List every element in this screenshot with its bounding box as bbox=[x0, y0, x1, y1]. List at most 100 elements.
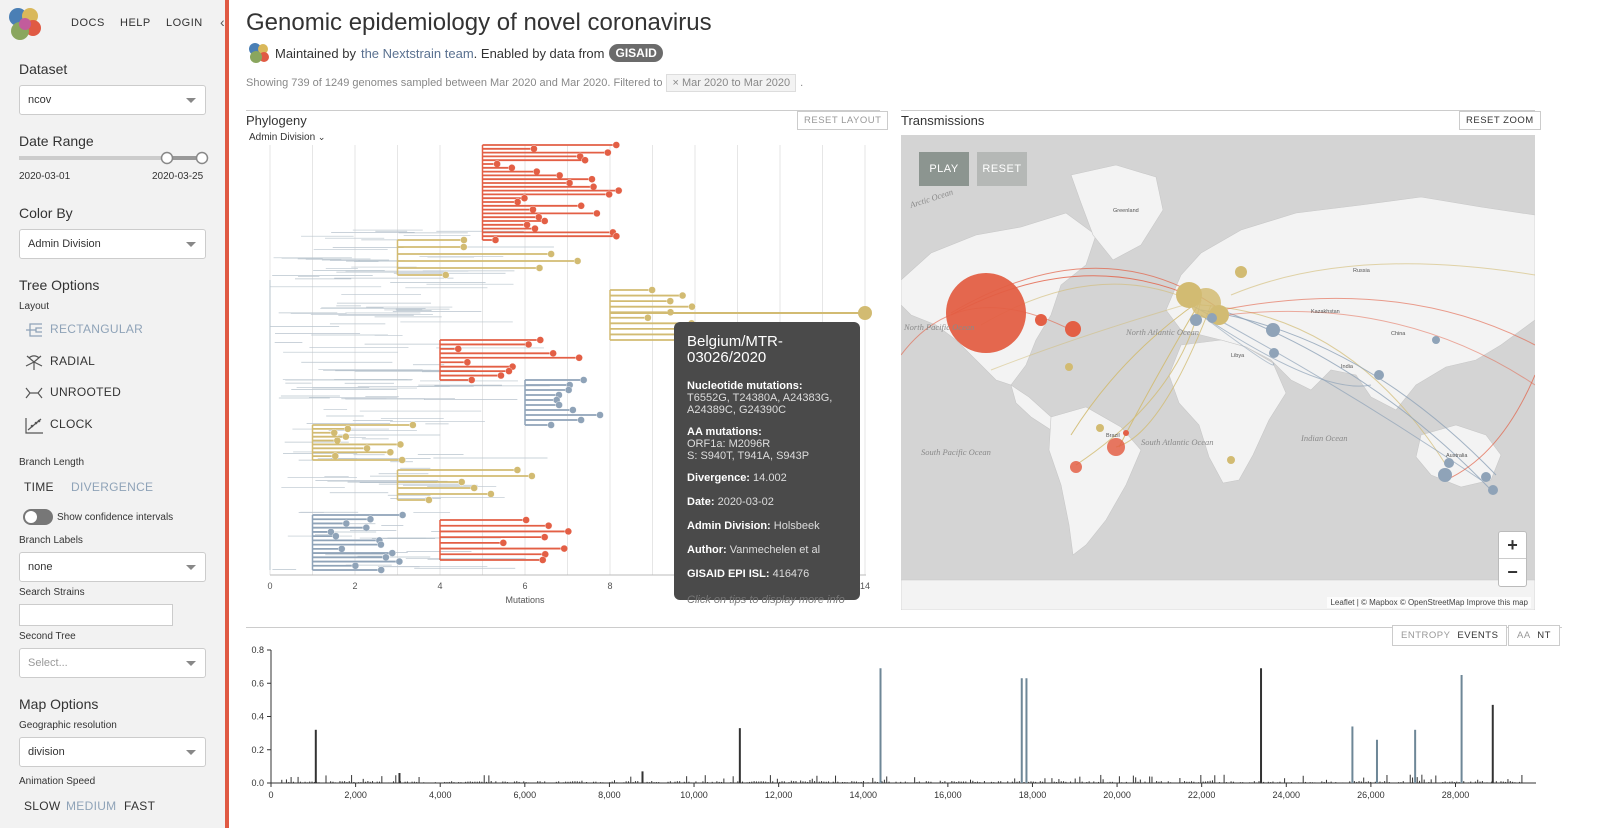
tip[interactable] bbox=[377, 540, 385, 549]
tip[interactable] bbox=[338, 545, 346, 553]
tip[interactable] bbox=[612, 232, 621, 240]
tip[interactable] bbox=[593, 209, 601, 218]
nav-help-link[interactable]: HELP bbox=[120, 17, 151, 29]
reset-animation-button[interactable]: RESET bbox=[977, 152, 1027, 186]
layout-rectangular-button[interactable]: RECTANGULAR bbox=[24, 321, 143, 339]
tip[interactable] bbox=[688, 302, 696, 311]
tip[interactable] bbox=[533, 167, 541, 176]
tip[interactable] bbox=[589, 183, 598, 191]
tip[interactable] bbox=[409, 421, 417, 429]
phylogeny-tree[interactable]: 0 2 4 6 8 14 Mutations bbox=[246, 140, 880, 610]
tip[interactable] bbox=[513, 198, 522, 206]
tip[interactable] bbox=[497, 371, 505, 380]
collapse-sidebar-icon[interactable]: ‹ bbox=[220, 14, 225, 30]
tip[interactable] bbox=[460, 243, 468, 251]
second-tree-select[interactable]: Select... bbox=[19, 648, 206, 678]
tip[interactable] bbox=[468, 376, 476, 384]
tip[interactable] bbox=[555, 171, 564, 180]
remove-filter-icon[interactable]: × bbox=[672, 77, 679, 89]
tip[interactable] bbox=[520, 194, 529, 202]
speed-slow-button[interactable]: SLOW bbox=[24, 799, 61, 813]
gisaid-logo[interactable]: GISAID bbox=[609, 44, 663, 62]
events-tab[interactable]: EVENTS bbox=[1457, 630, 1499, 641]
branch-length-divergence-button[interactable]: DIVERGENCE bbox=[71, 480, 154, 494]
tip[interactable] bbox=[547, 421, 555, 429]
tip[interactable] bbox=[560, 544, 568, 553]
tip[interactable] bbox=[555, 401, 563, 409]
aa-tab[interactable]: AA bbox=[1517, 630, 1531, 641]
tip[interactable] bbox=[458, 478, 466, 486]
entropy-chart[interactable]: 0.8 0.6 0.4 0.2 0.0 0 2,000 4,000 6,000 8,000 10,0… bbox=[246, 640, 1562, 826]
tip[interactable] bbox=[377, 566, 385, 574]
tip[interactable] bbox=[342, 519, 351, 528]
tip[interactable] bbox=[648, 286, 656, 294]
reset-layout-button[interactable]: RESET LAYOUT bbox=[797, 111, 889, 130]
tip[interactable] bbox=[513, 466, 522, 474]
branch-labels-select[interactable]: none bbox=[19, 552, 206, 582]
nav-docs-link[interactable]: DOCS bbox=[71, 17, 105, 29]
tip[interactable] bbox=[366, 515, 375, 523]
speed-fast-button[interactable]: FAST bbox=[124, 799, 156, 813]
tip[interactable] bbox=[612, 141, 620, 149]
tip[interactable] bbox=[577, 202, 585, 210]
tip[interactable] bbox=[614, 186, 623, 195]
tip[interactable] bbox=[581, 156, 589, 164]
tree-colorby-dropdown[interactable]: Admin Division ⌄ bbox=[249, 132, 326, 143]
tip[interactable] bbox=[382, 553, 390, 562]
tip[interactable] bbox=[351, 562, 360, 570]
tip[interactable] bbox=[333, 436, 342, 445]
tip[interactable] bbox=[344, 425, 352, 433]
tip[interactable] bbox=[487, 490, 495, 498]
tip[interactable] bbox=[565, 179, 574, 187]
tip[interactable] bbox=[539, 556, 547, 564]
hovered-tip[interactable] bbox=[858, 306, 872, 320]
nextstrain-logo[interactable] bbox=[6, 6, 42, 42]
tip[interactable] bbox=[549, 349, 557, 358]
tip[interactable] bbox=[536, 336, 544, 344]
tip[interactable] bbox=[425, 496, 433, 504]
speed-medium-button[interactable]: MEDIUM bbox=[66, 799, 117, 813]
tip[interactable] bbox=[604, 148, 612, 157]
branch-length-time-button[interactable]: TIME bbox=[24, 480, 54, 494]
tip[interactable] bbox=[596, 411, 604, 419]
layout-radial-button[interactable]: RADIAL bbox=[24, 353, 95, 371]
tip[interactable] bbox=[362, 523, 371, 532]
slider-handle-end[interactable] bbox=[195, 151, 209, 165]
layout-unrooted-button[interactable]: UNROOTED bbox=[24, 384, 121, 402]
tip[interactable] bbox=[530, 145, 538, 153]
tip[interactable] bbox=[535, 213, 543, 221]
confidence-intervals-toggle[interactable] bbox=[23, 509, 53, 525]
tip[interactable] bbox=[541, 217, 549, 225]
tip[interactable] bbox=[678, 291, 687, 300]
tip[interactable] bbox=[493, 160, 501, 168]
tip[interactable] bbox=[508, 164, 516, 172]
tip[interactable] bbox=[470, 484, 478, 492]
tip[interactable] bbox=[460, 236, 468, 244]
nt-tab[interactable]: NT bbox=[1537, 630, 1551, 641]
entropy-tab[interactable]: ENTROPY bbox=[1401, 630, 1451, 641]
zoom-in-button[interactable]: + bbox=[1499, 532, 1526, 559]
tip[interactable] bbox=[524, 340, 533, 349]
reset-zoom-button[interactable]: RESET ZOOM bbox=[1459, 111, 1541, 130]
tip[interactable] bbox=[575, 354, 583, 362]
tip[interactable] bbox=[579, 376, 588, 384]
search-strains-input[interactable] bbox=[19, 604, 173, 626]
tip[interactable] bbox=[398, 511, 407, 519]
tip[interactable] bbox=[529, 205, 537, 214]
transmissions-map[interactable]: Arctic Ocean North Pacific Ocean North A… bbox=[901, 135, 1535, 610]
tip[interactable] bbox=[605, 190, 613, 199]
tip[interactable] bbox=[547, 250, 555, 258]
tip[interactable] bbox=[395, 557, 404, 566]
tip[interactable] bbox=[363, 444, 371, 453]
layout-clock-button[interactable]: CLOCK bbox=[24, 416, 93, 434]
tip[interactable] bbox=[463, 358, 472, 366]
tip[interactable] bbox=[386, 448, 395, 456]
date-filter-chip[interactable]: × Mar 2020 to Mar 2020 bbox=[666, 74, 797, 92]
tip[interactable] bbox=[544, 522, 553, 530]
play-button[interactable]: PLAY bbox=[919, 152, 969, 186]
color-by-select[interactable]: Admin Division bbox=[19, 229, 206, 259]
tip[interactable] bbox=[454, 345, 462, 353]
tip[interactable] bbox=[531, 224, 539, 233]
tip[interactable] bbox=[573, 257, 582, 265]
tip[interactable] bbox=[499, 539, 508, 547]
